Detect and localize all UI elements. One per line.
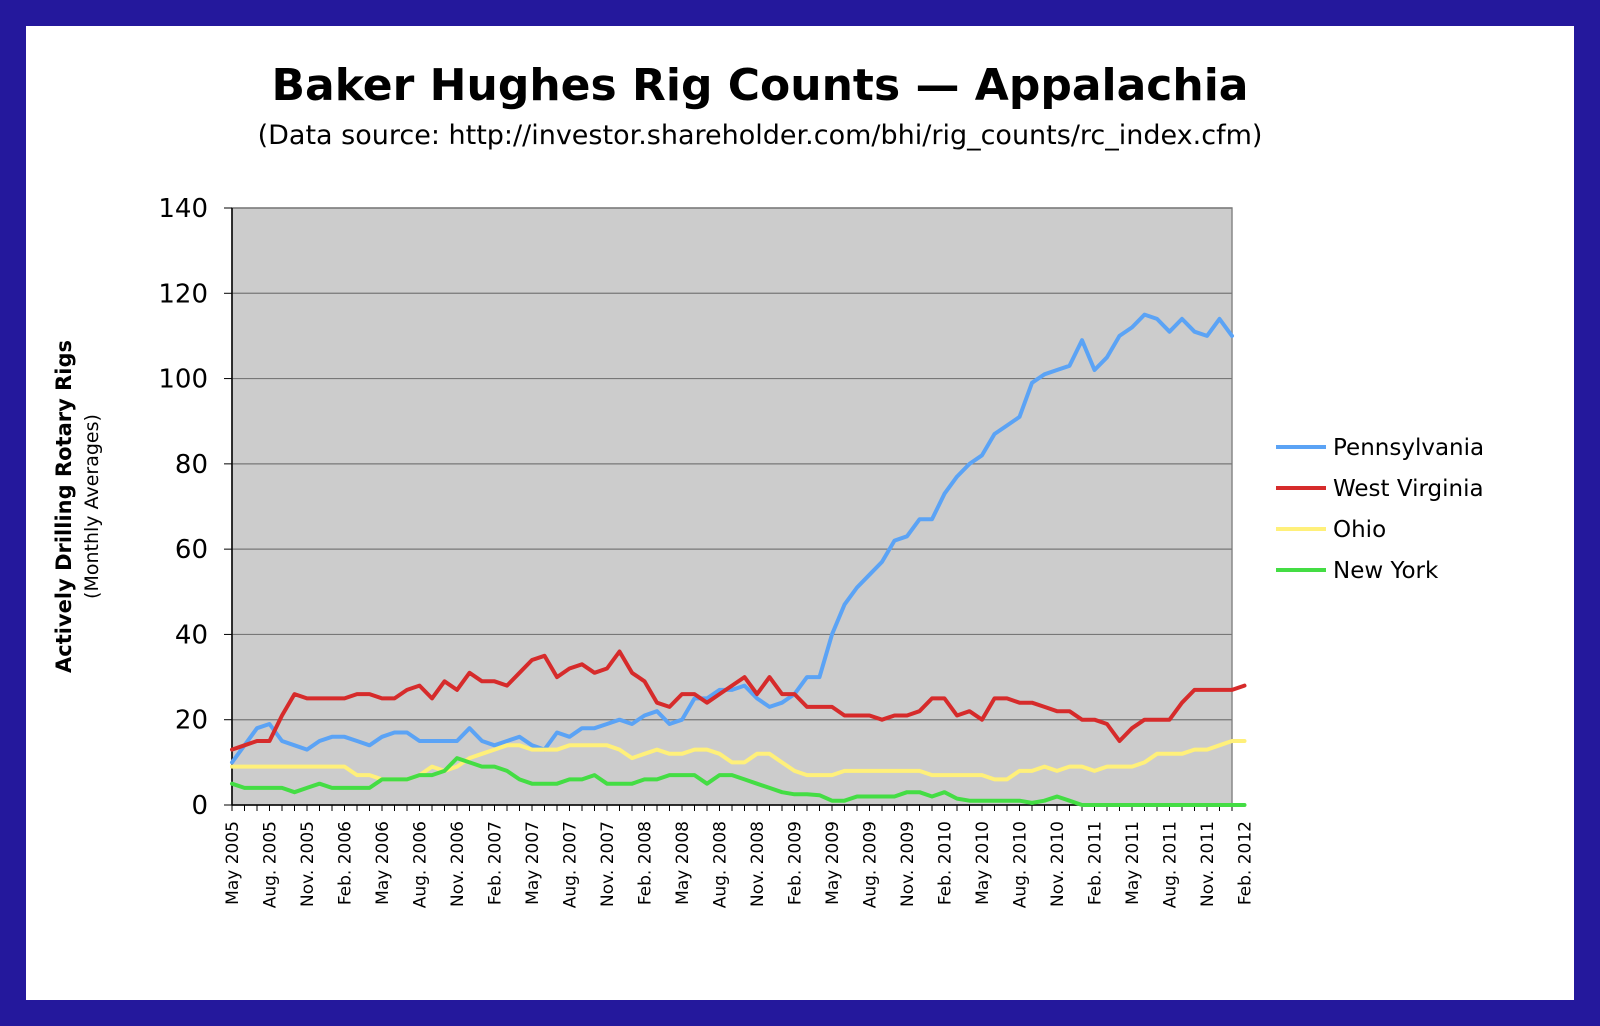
x-tick-label: Nov. 2010 (1048, 821, 1068, 907)
x-tick-label: Nov. 2009 (898, 821, 918, 907)
x-tick-label: Aug. 2008 (711, 821, 731, 908)
x-tick-label: Aug. 2007 (561, 821, 581, 908)
x-tick-label: Nov. 2007 (598, 821, 618, 907)
series-line-west-virginia (230, 649, 1247, 752)
x-tick-label: Feb. 2007 (486, 821, 506, 905)
x-tick-label: Feb. 2006 (336, 821, 356, 905)
series-line-new-york (230, 756, 1247, 807)
line-chart: 0 20 40 60 80 100 120 140 May 2005 Aug. 2005 Nov. … (52, 194, 1484, 908)
y-tick-label: 40 (175, 620, 208, 650)
y-tick-label: 20 (175, 706, 208, 736)
x-tick-label: Feb. 2010 (936, 821, 956, 905)
chart-title: Baker Hughes Rig Counts — Appalachia (271, 60, 1249, 111)
x-tick-label: Nov. 2008 (748, 821, 768, 907)
x-tick-label: May 2011 (1123, 821, 1143, 905)
plot-area (231, 207, 1233, 806)
y-axis-label: Actively Drilling Rotary Rigs (52, 340, 76, 673)
legend-label-new-york: New York (1333, 558, 1439, 584)
x-tick-label: Feb. 2008 (636, 821, 656, 905)
x-tick-label: Feb. 2012 (1236, 821, 1256, 905)
x-tick-label: Aug. 2005 (261, 821, 281, 908)
y-tick-label: 140 (158, 194, 208, 224)
x-tick-label: May 2009 (823, 821, 843, 905)
y-tick-label: 60 (175, 535, 208, 565)
chart-subtitle: (Data source: http://investor.shareholde… (257, 120, 1263, 151)
x-tick-label: May 2010 (973, 821, 993, 905)
x-tick-label: May 2005 (223, 821, 243, 905)
x-tick-label: May 2008 (673, 821, 693, 905)
legend-label-pennsylvania: Pennsylvania (1333, 435, 1484, 461)
y-tick-label: 120 (158, 279, 208, 309)
y-tick-label: 0 (191, 791, 208, 821)
x-tick-label: Nov. 2011 (1198, 821, 1218, 907)
x-tick-label: Feb. 2009 (786, 821, 806, 905)
chart-frame: Baker Hughes Rig Counts — Appalachia (Da… (26, 26, 1574, 1000)
legend-label-west-virginia: West Virginia (1333, 476, 1484, 502)
x-tick-label: Nov. 2006 (448, 821, 468, 907)
x-tick-label: Aug. 2010 (1011, 821, 1031, 908)
x-tick-label: Feb. 2011 (1086, 821, 1106, 905)
x-tick-label: May 2006 (373, 821, 393, 905)
y-axis-sublabel: (Monthly Averages) (81, 414, 103, 599)
y-tick-label: 100 (158, 365, 208, 395)
x-tick-label: Aug. 2006 (411, 821, 431, 908)
x-tick-label: May 2007 (523, 821, 543, 905)
x-tick-label: Aug. 2009 (861, 821, 881, 908)
x-tick-label: Nov. 2005 (298, 821, 318, 907)
x-tick-label: Aug. 2011 (1161, 821, 1181, 908)
series-line-pennsylvania (230, 312, 1234, 765)
y-tick-label: 80 (175, 450, 208, 480)
legend-label-ohio: Ohio (1333, 517, 1386, 543)
